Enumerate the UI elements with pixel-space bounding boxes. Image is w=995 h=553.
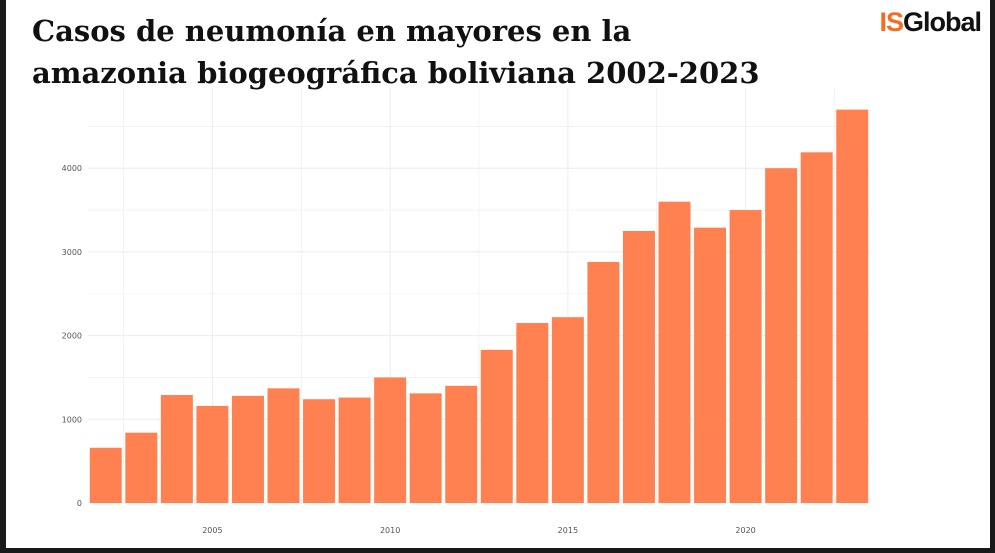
x-tick-label: 2020 — [735, 526, 755, 535]
x-tick-label: 2015 — [558, 526, 578, 535]
bar-2012 — [445, 385, 478, 503]
x-tick-label: 2010 — [380, 526, 400, 535]
bar-2010 — [374, 377, 407, 503]
window-frame-left — [0, 0, 6, 553]
bar-2021 — [765, 168, 798, 503]
bar-2017 — [622, 230, 655, 503]
window-frame-bottom — [0, 548, 995, 553]
bar-2011 — [409, 393, 442, 503]
chart-title-line-1: Casos de neumonía en mayores en la — [32, 14, 632, 48]
bar-2016 — [587, 261, 620, 503]
bar-2023 — [836, 109, 869, 504]
window-frame-right — [990, 0, 995, 553]
bar-2004 — [160, 395, 193, 503]
y-tick-label: 3000 — [62, 248, 82, 257]
y-tick-label: 0 — [77, 499, 82, 508]
bar-2018 — [658, 201, 691, 503]
bar-2008 — [303, 399, 336, 503]
bar-2005 — [196, 405, 229, 503]
bar-2002 — [89, 447, 122, 503]
bar-2014 — [516, 323, 549, 503]
bar-2020 — [729, 210, 762, 504]
bar-2003 — [125, 432, 158, 503]
logo-global-text: Global — [902, 7, 982, 37]
chart-title: Casos de neumonía en mayores en la amazo… — [32, 10, 822, 94]
bar-2019 — [694, 227, 727, 503]
chart-title-line-2: amazonia biogeográfica boliviana 2002-20… — [32, 56, 760, 90]
bar-2015 — [551, 317, 584, 503]
logo-is-text: IS — [879, 7, 903, 37]
bar-2009 — [338, 397, 371, 503]
bar-2007 — [267, 388, 300, 503]
bar-2022 — [800, 152, 833, 503]
bar-2013 — [480, 349, 513, 503]
y-tick-label: 2000 — [62, 332, 82, 341]
bar-2006 — [231, 395, 264, 503]
y-tick-label: 4000 — [62, 164, 82, 173]
isglobal-logo: IS Global — [879, 6, 982, 38]
x-tick-label: 2005 — [202, 526, 222, 535]
y-tick-label: 1000 — [62, 415, 82, 424]
